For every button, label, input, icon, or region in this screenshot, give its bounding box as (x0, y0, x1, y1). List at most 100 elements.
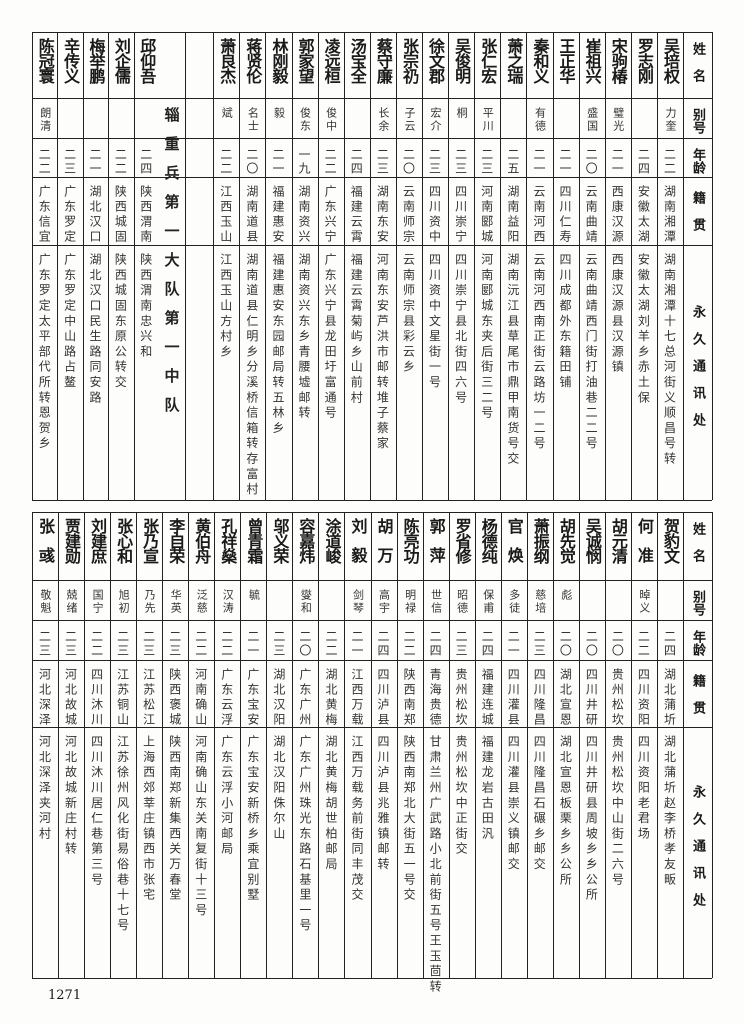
cell-alias (318, 580, 344, 620)
cell-name: 萧良杰 (213, 32, 239, 98)
column-line (82, 32, 84, 500)
cell-age-text: 二一 (87, 148, 102, 176)
cell-native: 江西玉山 (213, 177, 239, 245)
cell-alias: 桐 (448, 98, 474, 138)
row-line (32, 660, 712, 661)
column-line (683, 512, 684, 978)
column-line (108, 32, 110, 500)
cell-native: 贵州松坎 (605, 660, 631, 728)
cell-native-text: 江西玉山 (218, 185, 233, 245)
cell-name: 邬义荣 (266, 512, 292, 580)
cell-name-text: 李自荣 (166, 518, 186, 563)
table-border-right (712, 512, 713, 978)
column-line (84, 512, 86, 978)
cell-age: 二三 (448, 138, 474, 177)
cell-age-text: 二〇 (610, 630, 625, 658)
cell-age-text: 二三 (479, 148, 494, 176)
cell-alias: 名士 (239, 98, 265, 138)
row-line (32, 177, 712, 178)
cell-name: 杨德纯 (475, 512, 501, 580)
cell-address: 四川灌县崇义镇邮交 (501, 727, 527, 978)
cell-name: 贾建勋 (58, 512, 84, 580)
cell-name-text: 吴诚悯 (582, 518, 602, 563)
cell-native-text: 贵州松坎 (454, 668, 469, 728)
cell-native-text: 湖南东安 (375, 185, 390, 245)
cell-name: 何准 (631, 512, 657, 580)
cell-native-text: 四川隆昌 (532, 668, 547, 728)
cell-age: 二三 (162, 620, 188, 660)
cell-age: 二一 (265, 138, 291, 177)
cell-address-text: 西康汉源县汉源镇 (610, 253, 625, 376)
cell-alias-text: 俊东 (298, 107, 312, 133)
cell-age-text: 二二 (323, 148, 338, 176)
column-line (656, 32, 658, 500)
header-age-text: 年龄 (690, 148, 705, 174)
cell-name-text: 刘毅 (348, 518, 368, 576)
cell-address: 甘肃兰州广武路小北前街五号王玉茴转 (423, 727, 449, 995)
cell-native: 四川仁寿 (553, 177, 579, 245)
cell-age: 二一 (605, 138, 631, 177)
cell-address: 河北故城新庄村转 (58, 727, 84, 978)
cell-native: 湖北宣恩 (553, 660, 579, 728)
cell-age-text: 二二 (219, 630, 234, 658)
column-line (162, 512, 164, 978)
cell-name-text: 萧良杰 (217, 38, 237, 83)
cell-age-text: 二二 (218, 148, 233, 176)
cell-alias-text: 多徒 (507, 589, 521, 615)
cell-name-text: 杨德纯 (478, 518, 498, 563)
cell-age-text: 二二 (37, 148, 52, 176)
cell-age: 二三 (266, 620, 292, 660)
cell-age-text: 二〇 (401, 148, 416, 176)
cell-age-text: 二〇 (297, 630, 312, 658)
cell-alias-text: 子云 (402, 107, 416, 133)
cell-age: 二三 (527, 620, 553, 660)
cell-address: 湖北汉阳侏尔山 (266, 727, 292, 978)
header-address-text: 永久通讯处 (690, 305, 705, 440)
cell-address-text: 陕西城固东原公转交 (113, 253, 128, 391)
cell-native: 河南确山 (188, 660, 214, 728)
cell-address-text: 河南东安芦洪市邮转堆子蔡家 (375, 253, 390, 452)
cell-age: 二三 (58, 620, 84, 660)
cell-age: 一九 (292, 138, 318, 177)
cell-name-text: 邬义荣 (270, 518, 290, 563)
cell-age: 二二 (657, 138, 683, 177)
cell-alias: 俊东 (292, 98, 318, 138)
cell-native-text: 陕西南郑 (402, 668, 417, 728)
cell-name: 张乃宣 (136, 512, 162, 580)
cell-alias-text: 保甫 (481, 589, 495, 615)
cell-alias-text: 汉涛 (221, 589, 235, 615)
row-line (32, 98, 712, 99)
cell-address-text: 江西玉山方村乡 (218, 253, 233, 361)
cell-alias-text: 兢绪 (65, 589, 79, 615)
cell-native: 青海贵德 (423, 660, 449, 728)
cell-alias: 平川 (474, 98, 500, 138)
cell-native-text: 广东罗定 (62, 185, 77, 245)
cell-alias: 兢绪 (58, 580, 84, 620)
column-line (369, 32, 371, 500)
cell-native-text: 湖北汉阳 (271, 668, 286, 728)
cell-native-text: 陕西褒城 (167, 668, 182, 728)
column-line (292, 512, 294, 978)
column-line (578, 32, 580, 500)
cell-address-text: 四川资阳老君场 (636, 735, 651, 843)
cell-age-text: 二二 (89, 630, 104, 658)
cell-native-text: 湖北黄梅 (323, 668, 338, 728)
cell-address-text: 湖南资兴东乡青腰墟邮转 (297, 253, 312, 422)
cell-address-text: 河北深泽夹河村 (37, 735, 52, 843)
cell-age-text: 二三 (115, 630, 130, 658)
cell-native-text: 广东信宜 (37, 185, 52, 245)
cell-name-text: 郭家望 (295, 38, 315, 83)
cell-address: 四川沐川居仁巷第三号 (84, 727, 110, 978)
cell-name-text: 张仁宏 (478, 38, 498, 83)
cell-address-text: 河南郾城东夹后街三二号 (479, 253, 494, 422)
cell-age-text: 二二 (636, 630, 651, 658)
column-line (344, 512, 346, 978)
cell-address-text: 上海西郊莘庄镇西市张宅 (141, 735, 156, 904)
cell-native-text: 湖南道县 (244, 185, 259, 245)
cell-name: 胡元清 (605, 512, 631, 580)
cell-alias: 力奎 (657, 98, 683, 138)
cell-address: 广东兴宁县龙田圩富通号 (318, 245, 344, 500)
cell-alias-text: 力奎 (663, 107, 677, 133)
cell-native-text: 湖南湘潭 (662, 185, 677, 245)
cell-name-text: 凌远桓 (321, 38, 341, 83)
